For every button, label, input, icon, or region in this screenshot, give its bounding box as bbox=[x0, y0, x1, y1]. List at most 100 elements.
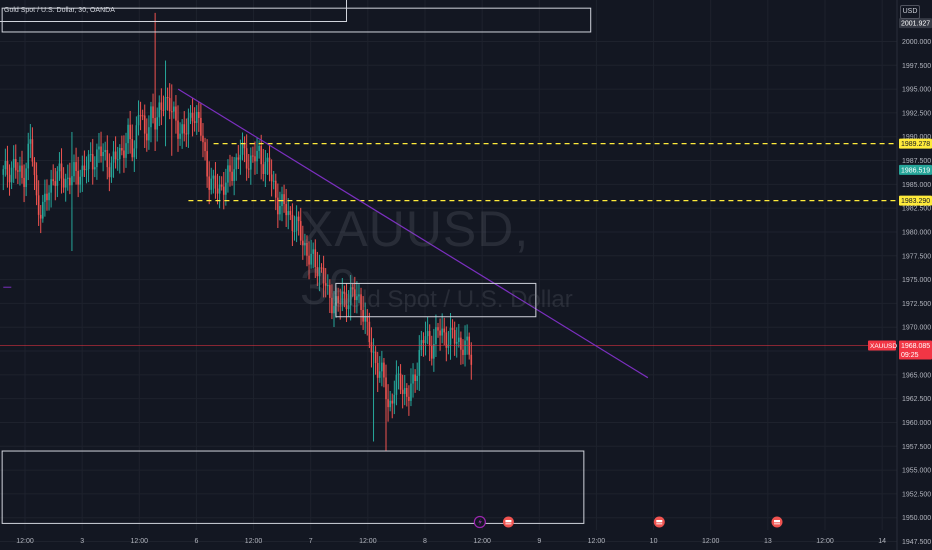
candle bbox=[210, 178, 213, 190]
candle bbox=[2, 169, 5, 175]
candle bbox=[235, 157, 238, 170]
candle bbox=[85, 169, 88, 171]
candle bbox=[154, 118, 156, 130]
candle bbox=[148, 127, 150, 141]
candle bbox=[243, 142, 246, 149]
candle bbox=[470, 354, 473, 365]
candle bbox=[8, 174, 11, 183]
candle bbox=[420, 340, 423, 351]
rectangle-drawing[interactable] bbox=[1, 7, 592, 33]
candle bbox=[358, 294, 360, 297]
candle bbox=[439, 330, 441, 336]
candle bbox=[399, 373, 402, 390]
y-tick-label: 1965.000 bbox=[902, 372, 931, 379]
candle bbox=[349, 287, 352, 306]
candle bbox=[31, 139, 34, 162]
candle bbox=[231, 171, 233, 181]
candle bbox=[458, 337, 460, 342]
candle bbox=[310, 253, 312, 265]
candle bbox=[356, 296, 358, 301]
candle bbox=[114, 151, 117, 160]
candle bbox=[225, 182, 227, 195]
candle bbox=[306, 243, 308, 256]
candle bbox=[360, 294, 362, 310]
rectangle-drawing[interactable] bbox=[1, 450, 585, 524]
y-tick-label: 1950.000 bbox=[902, 515, 931, 522]
candle bbox=[164, 97, 167, 110]
currency-button[interactable]: USD bbox=[900, 5, 920, 19]
candle bbox=[143, 115, 146, 134]
candle bbox=[241, 142, 244, 155]
candle bbox=[464, 340, 466, 355]
candle bbox=[135, 125, 138, 149]
y-tick-label: 1975.000 bbox=[902, 277, 931, 284]
candle bbox=[160, 102, 163, 110]
price-axis-badge bbox=[899, 340, 932, 360]
candle bbox=[277, 197, 279, 215]
candle bbox=[466, 336, 468, 341]
candle bbox=[320, 267, 323, 269]
candle bbox=[297, 216, 300, 222]
candle bbox=[422, 340, 425, 344]
candle bbox=[372, 351, 375, 353]
candle bbox=[204, 142, 206, 152]
y-tick-label: 1970.000 bbox=[902, 325, 931, 332]
candle bbox=[137, 115, 140, 126]
candle bbox=[189, 112, 192, 118]
candle bbox=[387, 399, 389, 408]
rectangle-drawing[interactable] bbox=[335, 282, 537, 318]
candle bbox=[270, 174, 273, 182]
candle bbox=[214, 175, 217, 189]
flag-stripe bbox=[505, 522, 512, 525]
candle bbox=[283, 194, 285, 204]
y-tick-label: 1980.000 bbox=[902, 229, 931, 236]
candle bbox=[127, 124, 129, 144]
candle bbox=[279, 206, 281, 215]
candle bbox=[89, 154, 92, 156]
symbol-title[interactable]: Gold Spot / U.S. Dollar, 30, OANDA bbox=[4, 7, 115, 14]
candle bbox=[17, 170, 19, 172]
candle bbox=[193, 121, 196, 123]
candle bbox=[79, 176, 82, 185]
candle bbox=[69, 177, 71, 186]
candle bbox=[397, 373, 400, 375]
candle bbox=[175, 106, 177, 121]
candle bbox=[337, 296, 339, 304]
candle bbox=[58, 163, 61, 172]
candle bbox=[418, 350, 421, 376]
candle bbox=[428, 331, 431, 346]
y-tick-label: 1947.500 bbox=[902, 539, 931, 546]
candle bbox=[414, 374, 416, 382]
candle bbox=[21, 165, 23, 178]
candle bbox=[229, 165, 231, 172]
candle bbox=[381, 362, 383, 372]
candle bbox=[295, 216, 298, 231]
candle bbox=[368, 321, 371, 343]
candle bbox=[146, 133, 148, 141]
candle bbox=[299, 221, 302, 241]
candle bbox=[77, 170, 79, 185]
trendline[interactable] bbox=[177, 88, 649, 379]
candle bbox=[250, 155, 252, 170]
flag-stripe bbox=[773, 520, 780, 522]
candle bbox=[247, 168, 250, 170]
candle bbox=[331, 297, 333, 314]
candle bbox=[60, 163, 63, 179]
candle bbox=[27, 143, 30, 169]
candle bbox=[177, 120, 179, 139]
candle bbox=[314, 249, 317, 268]
candle bbox=[260, 145, 263, 165]
candle bbox=[73, 162, 75, 177]
candle bbox=[139, 115, 142, 117]
lightning-glyph bbox=[478, 518, 482, 526]
price-axis-label: 1968.085 bbox=[901, 343, 930, 350]
candle bbox=[339, 303, 342, 305]
price-axis-label: 2001.927 bbox=[901, 21, 930, 28]
candle bbox=[443, 328, 446, 333]
y-tick-label: 1960.000 bbox=[902, 420, 931, 427]
candle bbox=[118, 147, 121, 160]
y-tick-label: 1955.000 bbox=[902, 468, 931, 475]
candle bbox=[156, 117, 159, 130]
candle bbox=[287, 211, 290, 216]
